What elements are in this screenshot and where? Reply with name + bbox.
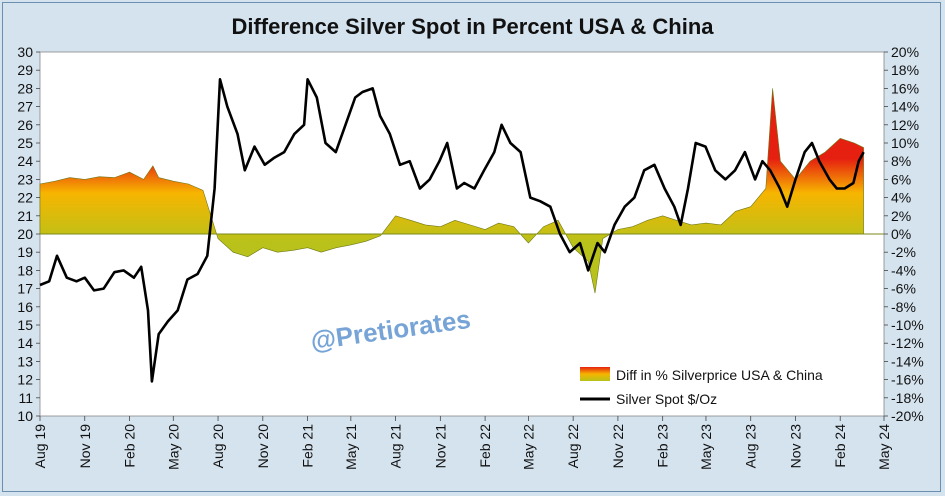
left-tick-label: 26	[17, 117, 33, 133]
x-tick-label: Nov 20	[255, 424, 271, 469]
left-tick-label: 18	[17, 262, 33, 278]
left-tick-label: 21	[17, 208, 33, 224]
left-tick-label: 12	[17, 372, 33, 388]
series-diff-area	[39, 88, 864, 294]
left-tick-label: 15	[17, 317, 33, 333]
x-tick-label: Aug 21	[388, 424, 404, 469]
right-tick-label: -14%	[891, 353, 924, 369]
x-tick-label: Feb 20	[122, 424, 138, 468]
x-tick-label: May 23	[698, 424, 714, 470]
x-tick-label: Nov 21	[432, 424, 448, 469]
left-tick-label: 27	[17, 99, 33, 115]
x-tick-label: Nov 22	[610, 424, 626, 469]
legend-area-label: Diff in % Silverprice USA & China	[616, 367, 823, 383]
left-tick-label: 23	[17, 171, 33, 187]
left-tick-label: 14	[17, 335, 33, 351]
left-tick-label: 17	[17, 281, 33, 297]
right-tick-label: -8%	[891, 299, 916, 315]
right-tick-label: -12%	[891, 335, 924, 351]
x-tick-label: Nov 23	[787, 424, 803, 469]
left-tick-label: 24	[17, 153, 33, 169]
left-tick-label: 29	[17, 62, 33, 78]
right-tick-label: -16%	[891, 372, 924, 388]
x-tick-label: Aug 20	[210, 424, 226, 469]
left-tick-label: 11	[18, 390, 33, 406]
right-tick-label: -10%	[891, 317, 924, 333]
x-tick-label: Feb 21	[300, 424, 316, 468]
right-tick-label: 2%	[891, 208, 911, 224]
right-tick-label: 20%	[891, 44, 919, 60]
right-tick-label: 12%	[891, 117, 919, 133]
right-tick-label: -4%	[891, 262, 916, 278]
left-tick-label: 30	[17, 44, 33, 60]
series-silver-line	[39, 78, 865, 383]
left-tick-label: 20	[17, 226, 33, 242]
x-tick-label: May 22	[520, 424, 536, 470]
left-tick-label: 10	[17, 408, 33, 424]
right-tick-label: 8%	[891, 153, 911, 169]
right-tick-label: 16%	[891, 80, 919, 96]
x-tick-label: Feb 22	[477, 424, 493, 468]
right-tick-label: -6%	[891, 281, 916, 297]
legend-area-swatch	[580, 367, 610, 381]
x-tick-label: Feb 23	[655, 424, 671, 468]
x-tick-label: Aug 23	[743, 424, 759, 469]
x-tick-label: Nov 19	[77, 424, 93, 469]
left-tick-label: 25	[17, 135, 33, 151]
right-tick-label: -20%	[891, 408, 924, 424]
right-tick-label: 14%	[891, 99, 919, 115]
right-tick-label: 4%	[891, 190, 911, 206]
x-tick-label: Feb 24	[832, 424, 848, 468]
x-tick-label: May 21	[343, 424, 359, 470]
right-tick-label: 0%	[891, 226, 911, 242]
right-tick-label: 18%	[891, 62, 919, 78]
x-tick-label: Aug 22	[565, 424, 581, 469]
right-tick-label: 10%	[891, 135, 919, 151]
left-tick-label: 19	[17, 244, 33, 260]
legend-line-label: Silver Spot $/Oz	[616, 391, 717, 407]
right-tick-label: 6%	[891, 171, 911, 187]
chart-title: Difference Silver Spot in Percent USA & …	[231, 14, 714, 39]
left-tick-label: 13	[17, 353, 33, 369]
x-tick-label: May 20	[165, 424, 181, 470]
x-tick-label: May 24	[876, 424, 892, 470]
left-tick-label: 16	[17, 299, 33, 315]
left-tick-label: 22	[17, 190, 33, 206]
right-tick-label: -2%	[891, 244, 916, 260]
right-tick-label: -18%	[891, 390, 924, 406]
x-tick-label: Aug 19	[32, 424, 48, 469]
left-tick-label: 28	[17, 80, 33, 96]
